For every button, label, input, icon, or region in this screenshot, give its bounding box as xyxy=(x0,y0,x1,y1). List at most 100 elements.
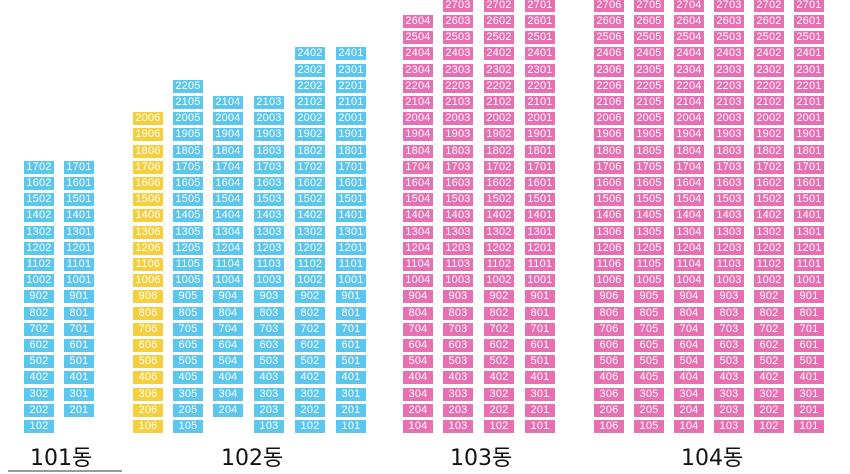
unit-1102: 1102 xyxy=(754,258,784,271)
unit-1001: 1001 xyxy=(336,274,366,288)
unit-303: 303 xyxy=(254,387,284,401)
unit-606: 606 xyxy=(594,339,624,352)
unit-202: 202 xyxy=(24,403,54,417)
unit-1006: 1006 xyxy=(133,274,163,288)
unit-301: 301 xyxy=(794,387,824,401)
unit-503: 503 xyxy=(714,355,744,369)
unit-1904: 1904 xyxy=(213,128,243,142)
unit-1005: 1005 xyxy=(634,274,664,288)
unit-902: 902 xyxy=(754,290,784,304)
unit-704: 704 xyxy=(403,322,433,336)
unit-1102: 1102 xyxy=(484,258,514,271)
unit-304: 304 xyxy=(403,387,433,401)
unit-303: 303 xyxy=(443,387,473,401)
building-label-102: 102동 xyxy=(221,446,284,471)
unit-2404: 2404 xyxy=(674,47,704,61)
unit-604: 604 xyxy=(213,339,243,352)
unit-2203: 2203 xyxy=(443,79,473,93)
unit-603: 603 xyxy=(714,339,744,352)
unit-1502: 1502 xyxy=(24,193,54,207)
unit-1902: 1902 xyxy=(484,128,514,142)
unit-1505: 1505 xyxy=(634,193,664,207)
unit-1402: 1402 xyxy=(24,209,54,223)
unit-1106: 1106 xyxy=(594,258,624,271)
unit-802: 802 xyxy=(24,306,54,320)
unit-2605: 2605 xyxy=(634,15,664,28)
unit-2601: 2601 xyxy=(794,15,824,28)
unit-804: 804 xyxy=(213,306,243,320)
unit-1905: 1905 xyxy=(173,128,203,142)
unit-701: 701 xyxy=(794,322,824,336)
unit-1003: 1003 xyxy=(714,274,744,288)
unit-105: 105 xyxy=(634,420,664,433)
unit-1601: 1601 xyxy=(794,177,824,190)
unit-2104: 2104 xyxy=(213,96,243,109)
unit-1402: 1402 xyxy=(484,209,514,223)
unit-1805: 1805 xyxy=(173,144,203,158)
unit-1003: 1003 xyxy=(254,274,284,288)
unit-903: 903 xyxy=(443,290,473,304)
unit-2602: 2602 xyxy=(754,15,784,28)
unit-1201: 1201 xyxy=(525,241,555,255)
unit-1802: 1802 xyxy=(754,144,784,158)
unit-1501: 1501 xyxy=(525,193,555,207)
unit-1202: 1202 xyxy=(484,241,514,255)
unit-1304: 1304 xyxy=(213,225,243,239)
building-label-103: 103동 xyxy=(450,446,513,471)
unit-1403: 1403 xyxy=(714,209,744,223)
unit-2302: 2302 xyxy=(295,63,325,77)
unit-601: 601 xyxy=(336,339,366,352)
unit-1005: 1005 xyxy=(173,274,203,288)
unit-1201: 1201 xyxy=(336,241,366,255)
unit-1401: 1401 xyxy=(794,209,824,223)
unit-802: 802 xyxy=(754,306,784,320)
unit-1202: 1202 xyxy=(295,241,325,255)
unit-602: 602 xyxy=(295,339,325,352)
unit-1002: 1002 xyxy=(295,274,325,288)
unit-402: 402 xyxy=(24,371,54,385)
unit-904: 904 xyxy=(213,290,243,304)
unit-302: 302 xyxy=(24,387,54,401)
unit-506: 506 xyxy=(133,355,163,369)
unit-2004: 2004 xyxy=(674,112,704,126)
unit-2104: 2104 xyxy=(403,96,433,109)
unit-1202: 1202 xyxy=(24,241,54,255)
unit-1105: 1105 xyxy=(173,258,203,271)
unit-801: 801 xyxy=(64,306,94,320)
unit-505: 505 xyxy=(173,355,203,369)
unit-604: 604 xyxy=(403,339,433,352)
unit-2006: 2006 xyxy=(133,112,163,126)
unit-2202: 2202 xyxy=(484,79,514,93)
unit-906: 906 xyxy=(594,290,624,304)
unit-2503: 2503 xyxy=(714,31,744,45)
unit-2203: 2203 xyxy=(714,79,744,93)
unit-1806: 1806 xyxy=(594,144,624,158)
unit-2403: 2403 xyxy=(714,47,744,61)
unit-902: 902 xyxy=(484,290,514,304)
unit-2304: 2304 xyxy=(674,63,704,77)
unit-2006: 2006 xyxy=(594,112,624,126)
unit-1205: 1205 xyxy=(634,241,664,255)
unit-2603: 2603 xyxy=(443,15,473,28)
unit-1805: 1805 xyxy=(634,144,664,158)
unit-2706: 2706 xyxy=(594,0,624,12)
unit-903: 903 xyxy=(254,290,284,304)
unit-501: 501 xyxy=(336,355,366,369)
unit-702: 702 xyxy=(295,322,325,336)
unit-1002: 1002 xyxy=(754,274,784,288)
unit-1102: 1102 xyxy=(295,258,325,271)
unit-1605: 1605 xyxy=(634,177,664,190)
unit-1702: 1702 xyxy=(295,160,325,174)
unit-2401: 2401 xyxy=(794,47,824,61)
unit-2101: 2101 xyxy=(525,96,555,109)
unit-1006: 1006 xyxy=(594,274,624,288)
unit-1703: 1703 xyxy=(714,160,744,174)
unit-1003: 1003 xyxy=(443,274,473,288)
unit-603: 603 xyxy=(443,339,473,352)
unit-102: 102 xyxy=(295,420,325,433)
unit-1404: 1404 xyxy=(403,209,433,223)
unit-805: 805 xyxy=(173,306,203,320)
unit-2402: 2402 xyxy=(754,47,784,61)
unit-901: 901 xyxy=(525,290,555,304)
unit-302: 302 xyxy=(754,387,784,401)
